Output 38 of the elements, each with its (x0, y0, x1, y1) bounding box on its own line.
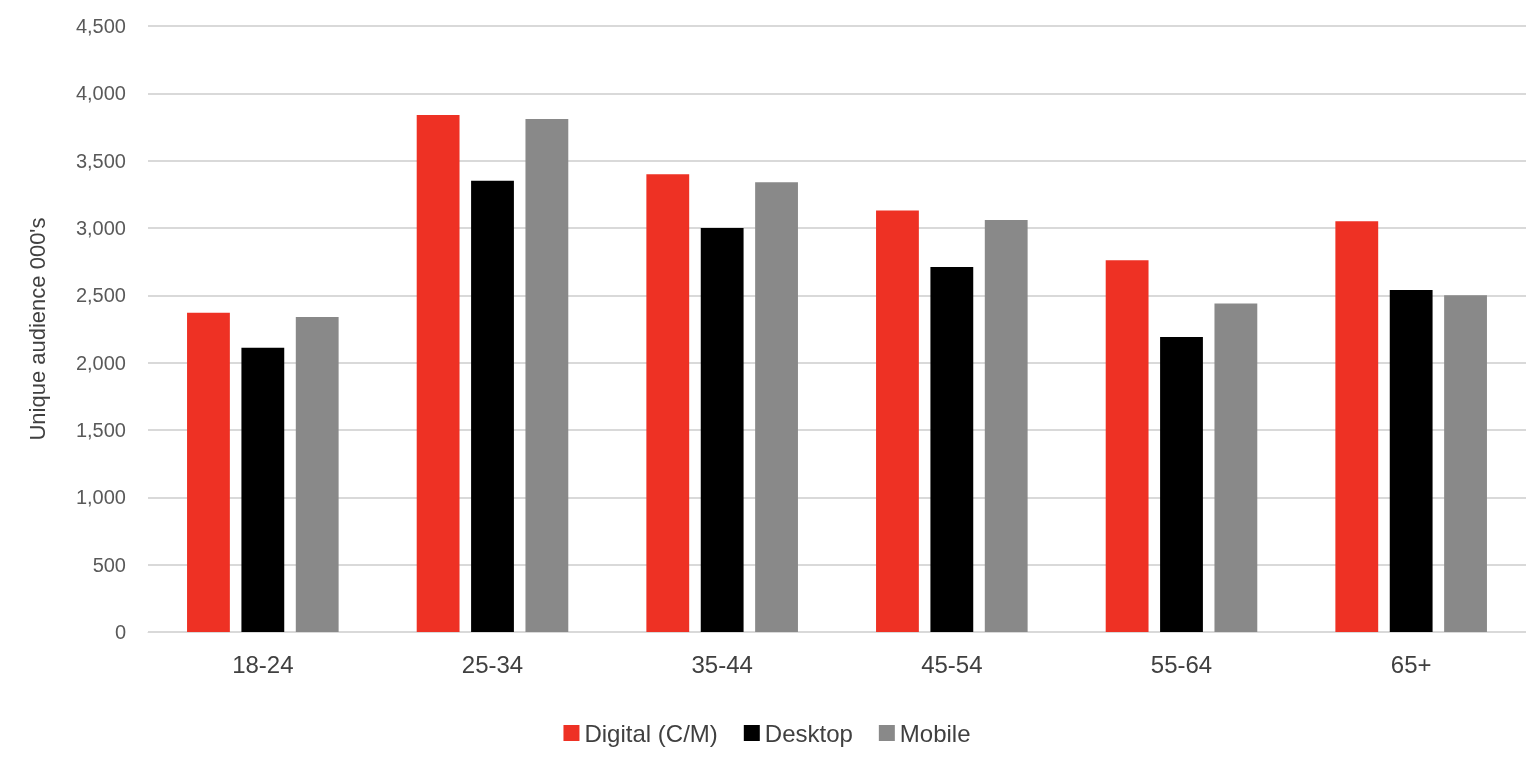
bar (930, 267, 974, 632)
bar (525, 118, 569, 632)
bar (1335, 221, 1379, 632)
y-tick-label: 3,500 (75, 149, 126, 172)
bar (700, 228, 744, 632)
y-tick-label: 4,500 (75, 15, 126, 37)
bar (187, 312, 230, 632)
y-tick-label: 1,500 (75, 419, 126, 441)
bar (1160, 337, 1203, 632)
bar (295, 316, 339, 632)
x-tick-label: 25-34 (461, 650, 524, 678)
y-tick-label: 500 (92, 553, 126, 576)
bar (876, 210, 919, 632)
bar (1444, 295, 1487, 632)
x-tick-label: 65+ (1390, 650, 1432, 678)
bar (1214, 303, 1258, 632)
bar (241, 347, 285, 632)
x-tick-label: 45-54 (921, 650, 983, 678)
bar (646, 174, 690, 632)
bar (416, 114, 460, 632)
y-tick-label: 2,000 (75, 351, 126, 374)
x-tick-label: 55-64 (1150, 650, 1213, 678)
x-tick-label: 35-44 (691, 650, 753, 678)
y-tick-label: 2,500 (75, 284, 126, 307)
legend-label: Desktop (764, 719, 853, 747)
y-tick-label: 4,000 (75, 82, 126, 105)
bar (1105, 260, 1149, 632)
bar (984, 219, 1028, 632)
bar (471, 180, 514, 632)
y-tick-label: 3,000 (75, 217, 126, 239)
legend-label: Digital (C/M) (584, 719, 718, 747)
x-tick-label: 18-24 (232, 650, 294, 678)
bar (1389, 289, 1433, 632)
y-tick-label: 1,000 (75, 486, 126, 509)
y-tick-label: 0 (114, 621, 126, 643)
y-axis-title: Unique audience 000's (24, 217, 50, 441)
bar (755, 182, 798, 632)
legend-label: Mobile (899, 719, 971, 747)
